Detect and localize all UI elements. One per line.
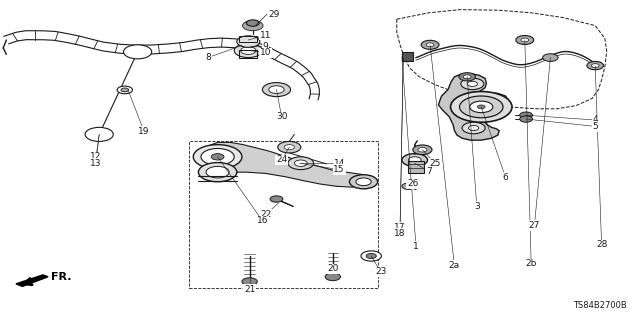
Text: 30: 30 [276, 112, 287, 121]
Circle shape [206, 166, 229, 178]
Circle shape [241, 47, 256, 54]
Circle shape [461, 78, 484, 90]
Text: 18: 18 [394, 229, 406, 238]
Circle shape [413, 145, 432, 155]
Circle shape [117, 86, 132, 94]
Text: 7: 7 [426, 167, 431, 176]
Circle shape [349, 175, 378, 189]
Circle shape [520, 112, 532, 118]
Circle shape [451, 92, 512, 122]
Circle shape [463, 75, 471, 79]
Circle shape [467, 81, 477, 86]
Circle shape [402, 154, 428, 166]
Text: 21: 21 [244, 285, 255, 294]
Text: 15: 15 [333, 165, 345, 174]
Circle shape [426, 43, 434, 47]
Text: 3: 3 [474, 202, 479, 211]
Text: 22: 22 [260, 210, 271, 219]
Circle shape [270, 196, 283, 202]
Text: 14: 14 [333, 159, 345, 168]
Circle shape [262, 83, 291, 97]
Circle shape [477, 105, 485, 109]
Text: 2a: 2a [449, 261, 460, 270]
Circle shape [468, 125, 479, 131]
Circle shape [356, 178, 371, 186]
Bar [239, 50, 257, 58]
Circle shape [129, 48, 146, 56]
Circle shape [325, 273, 340, 281]
Circle shape [402, 183, 415, 189]
Text: 5: 5 [593, 122, 598, 131]
Circle shape [198, 163, 237, 182]
Circle shape [543, 54, 558, 61]
Circle shape [470, 101, 493, 113]
Text: 20: 20 [327, 264, 339, 273]
Text: 26: 26 [407, 180, 419, 188]
Text: 27: 27 [529, 221, 540, 230]
Text: 12: 12 [90, 152, 102, 161]
Text: 29: 29 [269, 10, 280, 19]
Circle shape [460, 96, 503, 118]
Circle shape [421, 40, 439, 49]
Circle shape [201, 148, 234, 165]
Circle shape [243, 20, 263, 31]
Circle shape [121, 88, 129, 92]
Circle shape [237, 36, 260, 47]
Polygon shape [16, 275, 48, 286]
Text: 24: 24 [276, 156, 287, 164]
Text: 23: 23 [375, 268, 387, 276]
Circle shape [124, 45, 152, 59]
Circle shape [242, 278, 257, 285]
Circle shape [418, 148, 427, 152]
Text: 17: 17 [394, 223, 406, 232]
PathPatch shape [197, 142, 372, 187]
PathPatch shape [438, 74, 509, 140]
Circle shape [269, 86, 284, 93]
Circle shape [516, 36, 534, 44]
Text: 19: 19 [138, 127, 150, 136]
Circle shape [234, 44, 262, 58]
Text: FR.: FR. [51, 272, 72, 282]
Circle shape [246, 20, 259, 26]
Bar [189, 141, 378, 288]
Text: 16: 16 [257, 216, 268, 225]
Text: 13: 13 [90, 159, 102, 168]
Circle shape [459, 73, 476, 81]
Circle shape [288, 157, 314, 170]
Text: 9: 9 [263, 42, 268, 51]
Bar [402, 52, 413, 61]
Circle shape [521, 38, 529, 42]
Circle shape [211, 154, 224, 160]
Text: 4: 4 [593, 116, 598, 124]
Circle shape [366, 253, 376, 259]
Circle shape [587, 61, 604, 70]
Text: 8: 8 [205, 53, 211, 62]
Circle shape [408, 157, 421, 163]
Circle shape [91, 130, 108, 139]
Bar [408, 161, 424, 173]
Text: 1: 1 [413, 242, 419, 251]
Bar [239, 36, 257, 42]
Circle shape [294, 160, 307, 166]
Text: 2b: 2b [525, 260, 537, 268]
Circle shape [278, 141, 301, 153]
Text: 10: 10 [260, 48, 271, 57]
Circle shape [85, 127, 113, 141]
Text: 25: 25 [429, 159, 441, 168]
Circle shape [284, 145, 294, 150]
Text: TS84B2700B: TS84B2700B [573, 301, 627, 310]
Circle shape [462, 122, 485, 134]
Circle shape [591, 64, 599, 68]
Circle shape [520, 116, 532, 122]
Circle shape [361, 251, 381, 261]
Text: 28: 28 [596, 240, 607, 249]
Text: 11: 11 [260, 31, 271, 40]
Text: 6: 6 [503, 173, 508, 182]
Circle shape [193, 145, 242, 169]
